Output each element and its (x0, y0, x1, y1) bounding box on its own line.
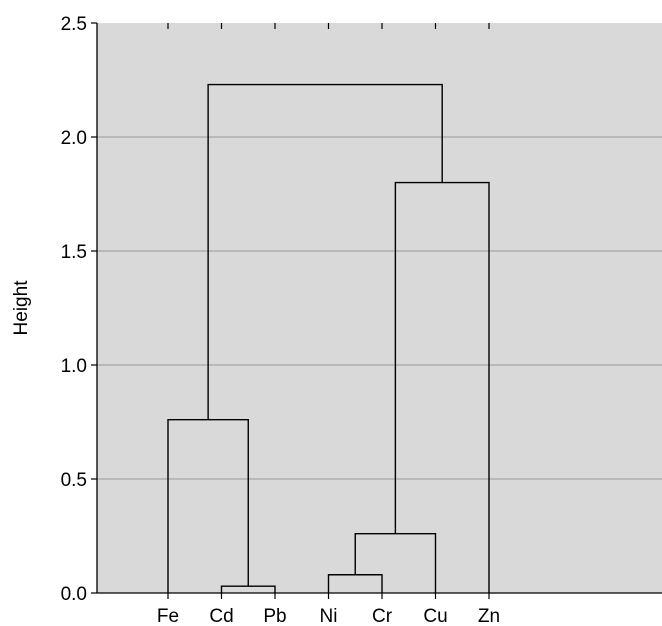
gridlines (97, 136, 662, 480)
plot-area (97, 23, 662, 593)
x-tick-label-pb: Pb (263, 606, 286, 626)
dendrogram-links (167, 83, 490, 593)
y-tick-label: 2.0 (61, 128, 87, 149)
y-axis-title: Height (11, 280, 32, 336)
y-tick-labels: 0.0 0.5 1.0 1.5 2.0 2.5 (61, 14, 87, 605)
x-tick-label-cd: Cd (209, 606, 233, 626)
y-tick-label: 1.5 (61, 242, 87, 263)
y-tick-label: 0.0 (61, 584, 87, 605)
merge-fe_cd_pb-ni_cr_cu_zn (207, 83, 443, 420)
axes (91, 22, 662, 599)
x-tick-label-zn: Zn (478, 606, 500, 626)
x-tick-label-cr: Cr (372, 606, 393, 626)
y-tick-label: 2.5 (61, 14, 87, 35)
y-tick-label: 0.5 (61, 470, 87, 491)
x-tick-labels: Fe Cd Pb Ni Cr Cu Zn (157, 606, 500, 626)
x-tick-label-ni: Ni (320, 606, 338, 626)
x-tick-label-cu: Cu (423, 606, 447, 626)
x-tick-label-fe: Fe (157, 606, 179, 626)
y-tick-label: 1.0 (61, 356, 87, 377)
